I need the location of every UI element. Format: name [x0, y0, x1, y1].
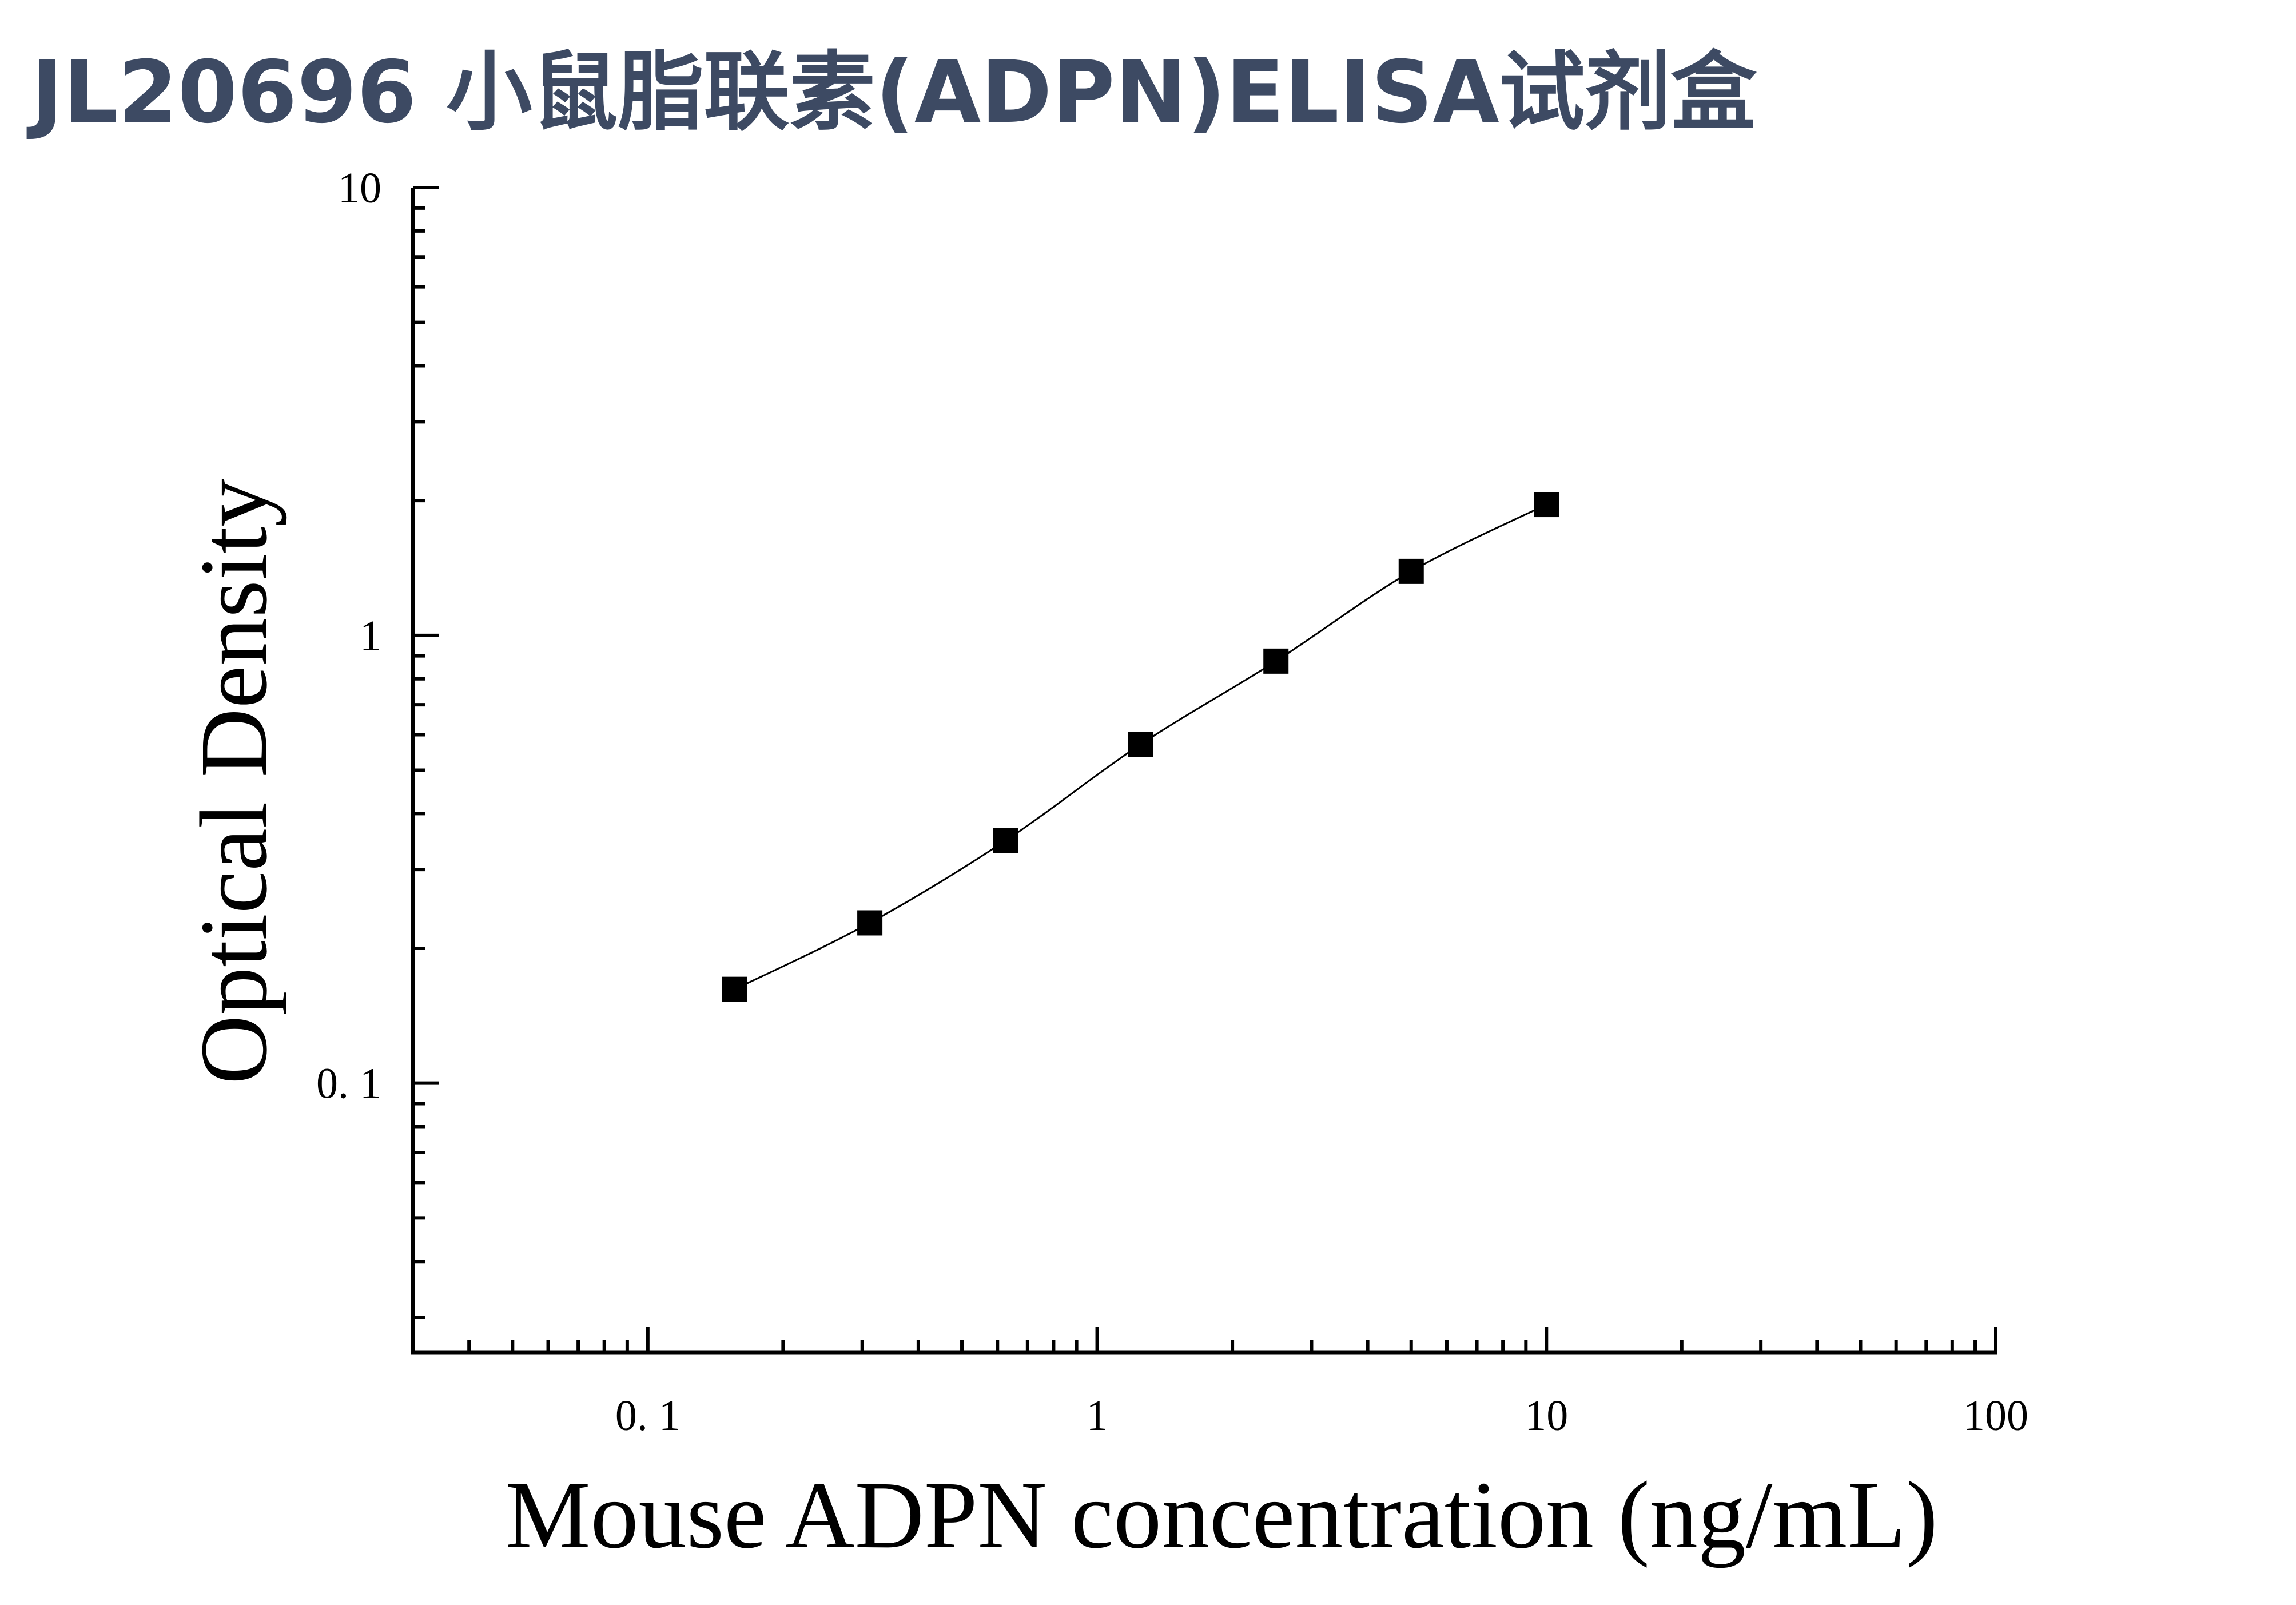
x-axis-label: Mouse ADPN concentration (ng/mL) — [505, 1462, 1938, 1568]
y-tick-label: 1 — [360, 612, 381, 660]
x-tick-label: 0. 1 — [615, 1392, 681, 1440]
data-point — [857, 910, 883, 936]
tick-labels: 0. 1 1 10 100 0. 1 1 10 — [316, 164, 2028, 1440]
data-point — [1398, 558, 1424, 584]
y-tick-label: 10 — [338, 164, 381, 212]
major-ticks — [413, 186, 1997, 1353]
data-point — [1128, 732, 1153, 757]
y-tick-label: 0. 1 — [316, 1060, 381, 1108]
data-point — [1263, 648, 1289, 674]
data-point — [722, 976, 747, 1002]
chart-title: JL20696 小鼠脂联素(ADPN)ELISA试剂盒 — [31, 43, 1757, 142]
y-axis-label: Optical Density — [181, 479, 287, 1084]
x-tick-label: 10 — [1525, 1392, 1568, 1440]
x-tick-label: 100 — [1963, 1392, 2028, 1440]
data-point — [1534, 492, 1559, 518]
minor-ticks — [411, 206, 1977, 1353]
data-point — [993, 828, 1018, 853]
data-points — [722, 492, 1559, 1002]
x-tick-label: 1 — [1087, 1392, 1108, 1440]
